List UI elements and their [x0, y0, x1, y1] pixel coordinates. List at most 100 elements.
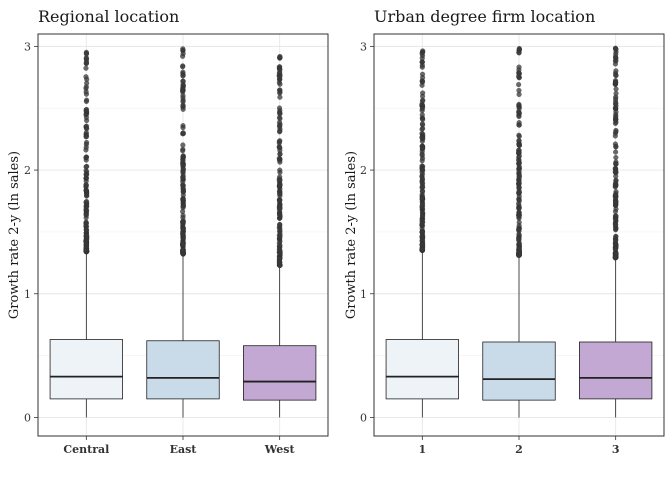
x-tick-label: 2	[515, 443, 523, 456]
box-body	[385, 339, 459, 400]
outlier-point	[516, 45, 522, 52]
outlier-point	[180, 184, 186, 190]
outlier-point	[516, 50, 522, 56]
outlier-point	[277, 128, 283, 134]
outlier-point	[83, 147, 89, 153]
outlier-point	[613, 100, 619, 107]
outlier-point	[180, 219, 186, 225]
outlier-point	[83, 154, 89, 160]
outlier-point	[419, 134, 425, 141]
outlier-point	[180, 95, 186, 101]
outlier-point	[83, 199, 89, 205]
box-West	[243, 53, 317, 418]
outlier-point	[277, 242, 283, 248]
outlier-point	[613, 144, 619, 150]
outlier-point	[180, 106, 186, 112]
outlier-point	[83, 65, 89, 71]
outlier-point	[612, 221, 618, 227]
y-axis-label: Growth rate 2-y (ln sales)	[344, 151, 359, 319]
x-tick-label: 1	[419, 443, 427, 456]
outlier-point	[180, 87, 186, 93]
outlier-point	[83, 59, 90, 65]
outlier-point	[276, 66, 283, 72]
outlier-point	[613, 149, 619, 155]
box-body	[243, 345, 317, 401]
outlier-point	[277, 206, 283, 212]
outlier-point	[276, 255, 283, 262]
outlier-point	[277, 159, 283, 165]
outlier-point	[277, 212, 283, 218]
outlier-point	[516, 236, 522, 242]
outlier-point	[516, 212, 522, 219]
outlier-point	[516, 180, 522, 186]
outlier-point	[516, 160, 522, 166]
box-1	[385, 48, 459, 418]
outlier-point	[180, 142, 186, 148]
outlier-point	[276, 105, 283, 111]
outlier-point	[83, 112, 89, 118]
outlier-point	[613, 129, 619, 135]
outlier-point	[419, 242, 425, 248]
box-East	[146, 46, 220, 418]
y-tick-label: 2	[24, 164, 31, 177]
outlier-point	[612, 46, 619, 52]
outlier-point	[83, 187, 89, 193]
outlier-point	[516, 185, 522, 191]
outlier-point	[180, 130, 186, 136]
box-Central	[49, 49, 123, 418]
outlier-point	[419, 59, 425, 65]
outlier-point	[419, 196, 425, 202]
outlier-point	[277, 74, 283, 80]
outlier-point	[180, 203, 186, 209]
outlier-point	[420, 117, 426, 123]
outlier-point	[419, 213, 426, 219]
y-tick-label: 1	[24, 288, 31, 301]
outlier-point	[516, 174, 522, 180]
outlier-point	[419, 50, 425, 57]
x-tick-label: Central	[63, 443, 109, 456]
y-tick-label: 0	[24, 411, 31, 424]
outlier-point	[419, 64, 425, 70]
outlier-point	[419, 82, 425, 88]
outlier-point	[419, 203, 425, 209]
outlier-point	[613, 109, 619, 115]
outlier-point	[419, 236, 426, 243]
outlier-point	[277, 81, 283, 87]
outlier-point	[83, 212, 89, 218]
outlier-point	[613, 79, 619, 85]
outlier-point	[419, 169, 425, 175]
outlier-point	[516, 223, 522, 229]
outlier-point	[180, 46, 186, 52]
outlier-point	[419, 126, 425, 132]
x-tick-label: West	[264, 443, 296, 456]
outlier-point	[419, 98, 426, 104]
outlier-point	[180, 148, 186, 154]
outlier-point	[516, 71, 522, 77]
outlier-point	[612, 254, 618, 260]
outlier-point	[180, 247, 186, 253]
outlier-point	[613, 192, 619, 198]
outlier-point	[613, 68, 619, 74]
panel-1: Regional location Growth rate 2-y (ln sal…	[7, 7, 329, 456]
outlier-point	[277, 222, 283, 228]
panel-border	[37, 33, 329, 437]
y-tick-label: 3	[360, 40, 367, 53]
panel-title: Urban degree firm location	[374, 7, 595, 26]
outlier-point	[516, 245, 522, 251]
outlier-point	[516, 101, 522, 108]
outlier-point	[613, 86, 619, 92]
panel-border	[373, 33, 665, 437]
outlier-point	[516, 150, 522, 156]
outlier-point	[516, 200, 522, 207]
outlier-point	[277, 151, 283, 157]
outlier-point	[180, 64, 186, 70]
outlier-point	[180, 53, 186, 59]
outlier-point	[277, 191, 283, 197]
y-axis-label: Growth rate 2-y (ln sales)	[7, 151, 22, 319]
outlier-point	[84, 97, 90, 103]
y-tick-label: 2	[360, 164, 367, 177]
outlier-point	[613, 177, 619, 184]
outlier-point	[516, 91, 522, 98]
x-tick-label: 3	[612, 443, 620, 456]
